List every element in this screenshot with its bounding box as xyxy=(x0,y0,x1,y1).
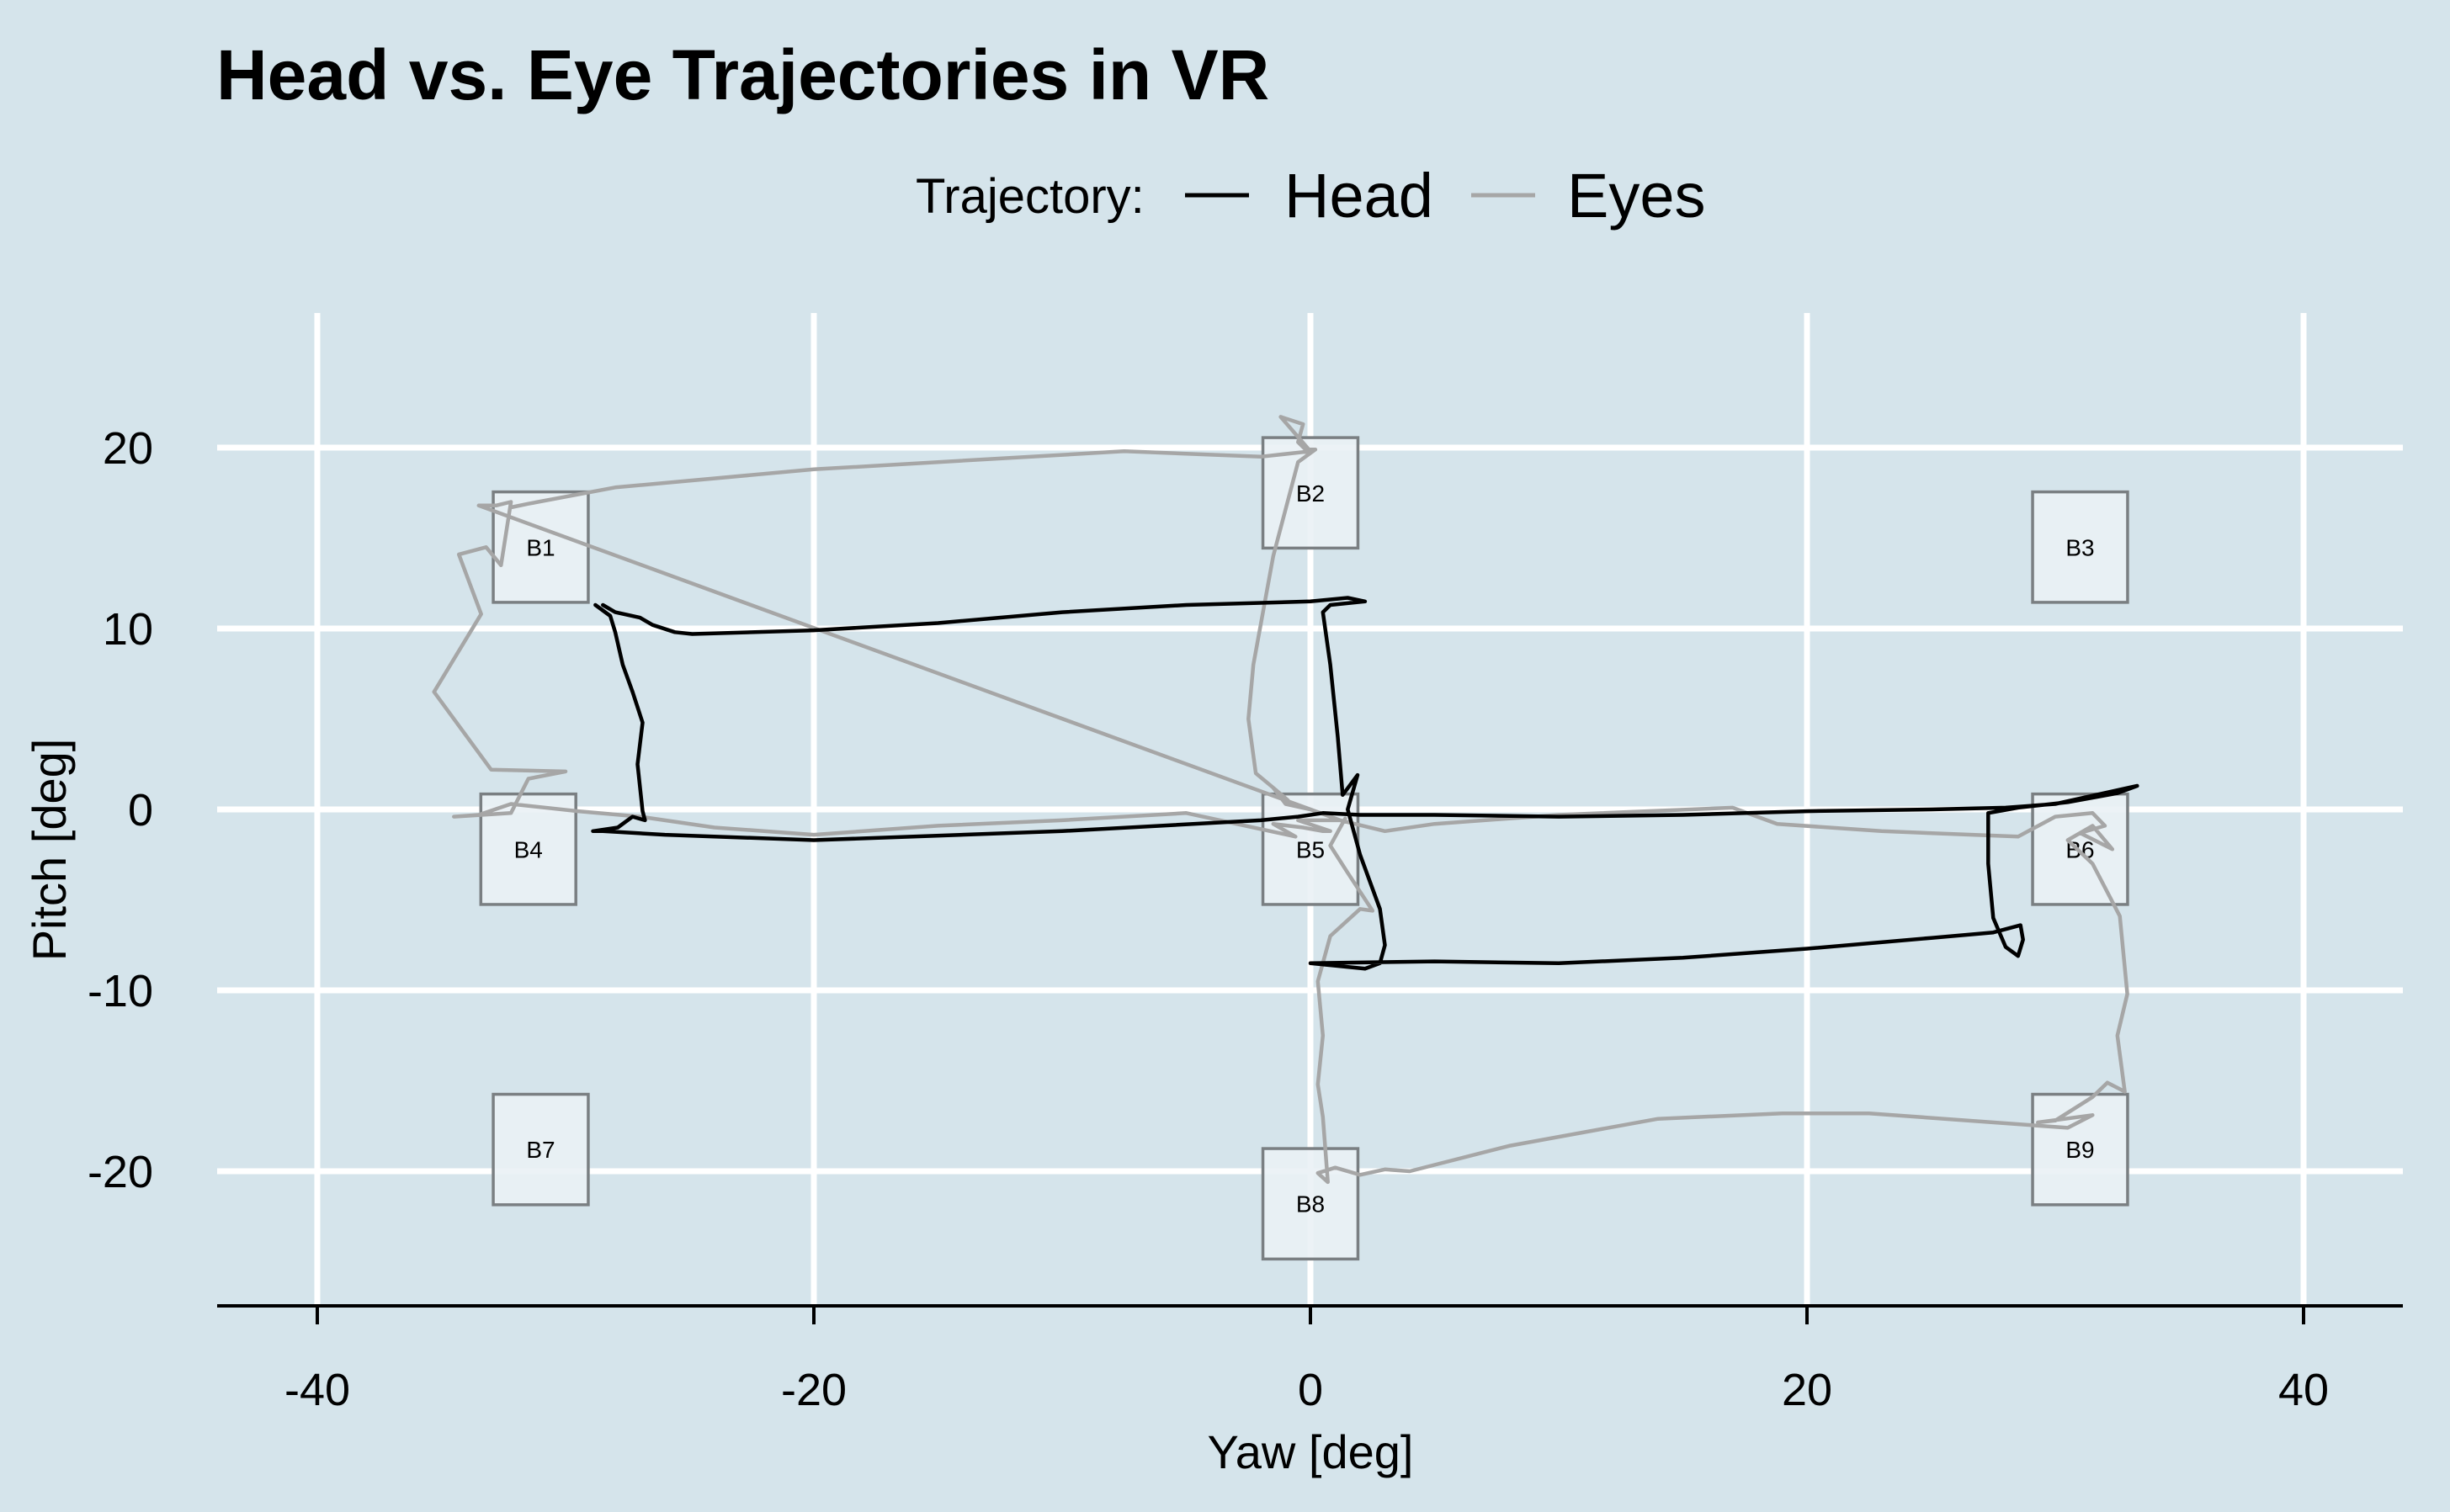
y-tick-label--20: -20 xyxy=(88,1147,153,1197)
target-box-b4 xyxy=(479,792,577,906)
series-lines xyxy=(432,415,2139,1185)
chart-title: Head vs. Eye Trajectories in VR xyxy=(216,35,1269,114)
target-box-b7 xyxy=(492,1092,590,1207)
target-label-b5: B5 xyxy=(1296,836,1325,862)
target-b4: B4 xyxy=(479,792,577,906)
legend: Trajectory: Head Eyes xyxy=(916,161,1706,231)
x-tick-label--40: -40 xyxy=(284,1365,350,1415)
x-tick-label--20: -20 xyxy=(781,1365,847,1415)
target-b3: B3 xyxy=(2031,490,2129,604)
target-label-b9: B9 xyxy=(2065,1137,2094,1163)
target-label-b4: B4 xyxy=(514,836,543,862)
target-label-b2: B2 xyxy=(1296,480,1325,507)
series-line-head xyxy=(591,596,2139,971)
target-label-b3: B3 xyxy=(2065,534,2094,560)
y-tick-label-0: 0 xyxy=(128,785,153,836)
target-box-b8 xyxy=(1261,1147,1360,1261)
legend-title: Trajectory: xyxy=(916,169,1145,224)
target-b1: B1 xyxy=(492,490,590,604)
x-tick-label-0: 0 xyxy=(1298,1365,1323,1415)
x-tick-label-20: 20 xyxy=(1782,1365,1832,1415)
y-tick-label--10: -10 xyxy=(88,966,153,1016)
target-b8: B8 xyxy=(1261,1147,1360,1261)
x-axis: -40 -20 0 20 40 xyxy=(217,1304,2403,1415)
target-label-b7: B7 xyxy=(526,1137,555,1163)
y-tick-label-10: 10 xyxy=(103,604,153,655)
x-tick-label-40: 40 xyxy=(2278,1365,2329,1415)
legend-eyes-label: Eyes xyxy=(1567,161,1706,231)
target-box-b9 xyxy=(2031,1092,2129,1207)
y-axis-ticks: -20 -10 0 10 20 xyxy=(88,423,153,1197)
target-b7: B7 xyxy=(492,1092,590,1207)
target-b9: B9 xyxy=(2031,1092,2129,1207)
target-label-b8: B8 xyxy=(1296,1191,1325,1218)
target-label-b1: B1 xyxy=(526,534,555,560)
x-axis-title: Yaw [deg] xyxy=(1208,1425,1414,1478)
series-line-eyes xyxy=(432,415,2129,1185)
legend-head-label: Head xyxy=(1284,161,1433,231)
target-box-b3 xyxy=(2031,490,2129,604)
y-axis-title: Pitch [deg] xyxy=(23,739,76,962)
y-tick-label-20: 20 xyxy=(103,423,153,474)
